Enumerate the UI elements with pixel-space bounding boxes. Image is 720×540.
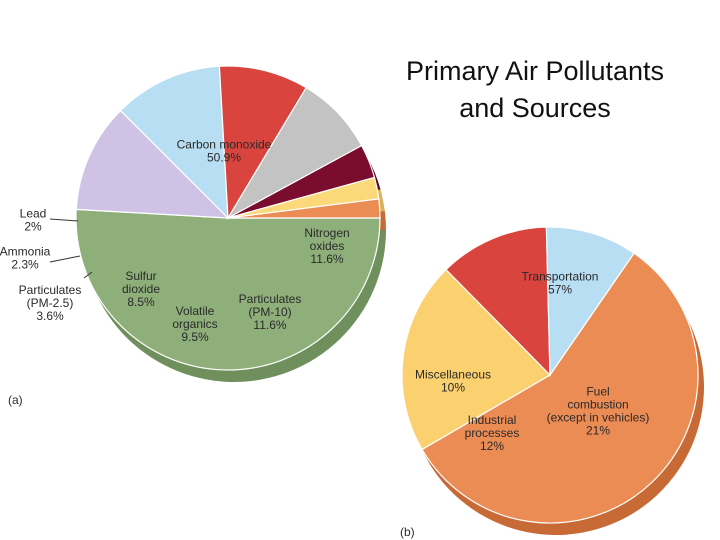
panel-label-b: (b) [400, 525, 415, 539]
slice-label-line: Industrial [468, 413, 517, 427]
slice-label-line: Volatile [176, 304, 215, 318]
slice-label-line: Sulfur [125, 269, 156, 283]
slice-particulates-pm-10 [119, 65, 229, 220]
slice-label-line: Miscellaneous [415, 368, 491, 382]
slice-label-volatile-organics: Volatile organics 9.5% [172, 304, 217, 344]
slice-industrial-processes [445, 226, 551, 377]
slice-label-line: (PM-10) [248, 305, 291, 319]
slice-label-carbon-monoxide: Carbon monoxide 50.9% [177, 138, 272, 165]
slice-label-line: Particulates [239, 292, 302, 306]
slice-label-line: Nitrogen [304, 226, 349, 240]
slice-label-line: Particulates [19, 283, 82, 297]
slice-label-line: organics [172, 317, 217, 331]
slice-label-line: combustion [567, 398, 628, 412]
slice-label-line: 3.6% [36, 309, 64, 323]
slice-label-line: 10% [441, 381, 465, 395]
slice-label-line: 8.5% [127, 295, 155, 309]
leader-line-lead [49, 218, 79, 222]
slice-label-industrial-processes: Industrial processes 12% [465, 413, 520, 453]
slice-label-line: processes [465, 426, 520, 440]
slice-label-line: 2.3% [11, 258, 39, 272]
slice-label-line: 11.6% [253, 318, 286, 332]
leader-line-ammonia [49, 255, 81, 263]
slice-label-fuel-combustion-except-in-vehicles: Fuel combustion (except in vehicles) 21% [547, 385, 650, 438]
slice-label-line: 2% [24, 220, 42, 234]
pie-chart-sources: Transportation 57% Fuel combustion (except i… [401, 226, 704, 535]
slice-label-line: 21% [586, 424, 610, 438]
slice-label-line: 9.5% [181, 330, 209, 344]
slice-label-transportation: Transportation 57% [522, 270, 599, 297]
slice-miscellaneous [545, 226, 635, 377]
slice-label-line: (PM-2.5) [27, 296, 74, 310]
panel-label-a: (a) [8, 393, 23, 407]
slice-label-line: 50.9% [207, 151, 241, 165]
slice-label-line: 57% [548, 283, 572, 297]
slice-fuel-combustion-except-in-vehicles [401, 268, 551, 451]
slice-nitrogen-oxides [75, 109, 230, 219]
slice-label-particulates-pm-10: Particulates (PM-10) 11.6% [239, 292, 302, 332]
slice-label-line: Carbon monoxide [177, 138, 272, 152]
slice-label-line: (except in vehicles) [547, 411, 650, 425]
slice-volatile-organics [218, 65, 308, 220]
slice-transportation [421, 252, 699, 524]
slide-title-line-2: and Sources [459, 93, 611, 123]
slice-label-line: dioxide [122, 282, 160, 296]
slice-label-miscellaneous: Miscellaneous 10% [415, 368, 491, 395]
slice-label-ammonia: Ammonia 2.3% [0, 245, 51, 272]
slide-title-line-1: Primary Air Pollutants [405, 56, 665, 86]
slice-label-line: Lead [20, 207, 47, 221]
slice-label-line: 12% [480, 439, 504, 453]
slice-label-line: Transportation [522, 270, 599, 284]
slice-label-lead: Lead 2% [20, 207, 47, 234]
slice-lead [227, 198, 381, 219]
slice-label-particulates-pm-2-5: Particulates (PM-2.5) 3.6% [19, 283, 82, 323]
slice-label-nitrogen-oxides: Nitrogen oxides 11.6% [304, 226, 349, 266]
slice-label-line: Ammonia [0, 245, 51, 259]
slice-label-sulfur-dioxide: Sulfur dioxide 8.5% [122, 269, 160, 309]
pie-chart-pollutants: Carbon monoxide 50.9%Nitrogen oxides 11.6%P… [0, 65, 386, 382]
slice-label-line: oxides [310, 239, 345, 253]
slice-label-line: 11.6% [310, 252, 343, 266]
leader-line-particulates-pm-2-5 [83, 271, 93, 279]
slice-label-line: Fuel [586, 385, 609, 399]
